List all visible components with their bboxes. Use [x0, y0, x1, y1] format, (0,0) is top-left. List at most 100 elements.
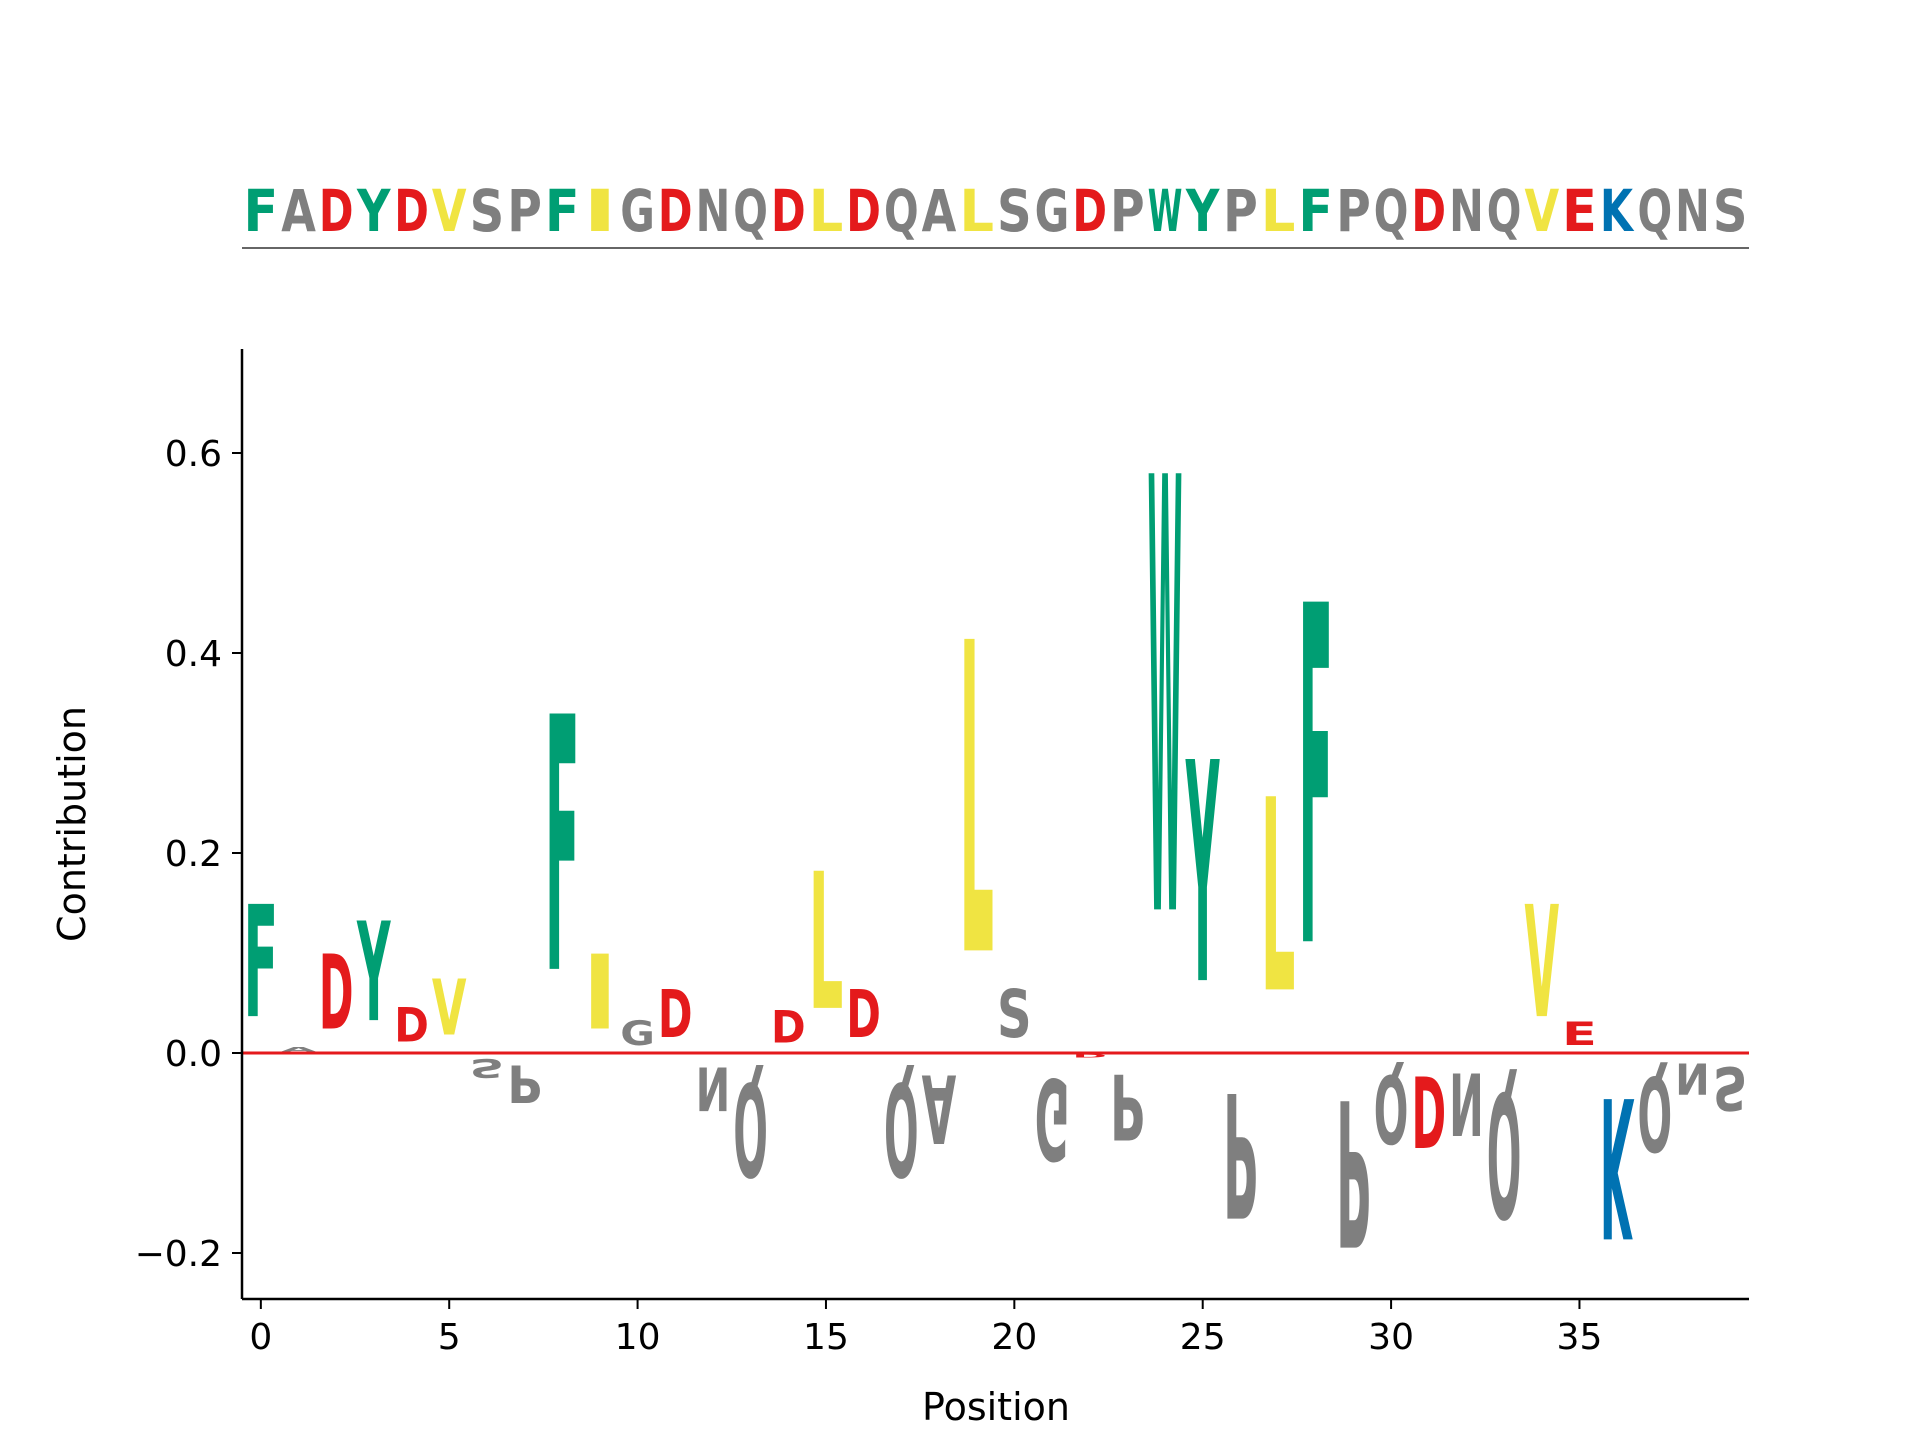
- logo-letter-negative: Q: [1637, 1053, 1672, 1171]
- sequence-letter: A: [922, 178, 957, 245]
- y-tick-label: 0.0: [165, 1034, 222, 1075]
- logo-letter-positive: F: [545, 646, 580, 1053]
- logo-letter-negative: Q: [1374, 1052, 1409, 1161]
- sequence-letter: P: [507, 178, 542, 245]
- logo-letter-positive: D: [658, 976, 693, 1052]
- logo-letter-negative: P: [1223, 1053, 1258, 1252]
- logo-letter-positive: V: [1524, 874, 1559, 1053]
- logo-letter-negative: N: [696, 1052, 731, 1122]
- logo-letter-positive: D: [394, 999, 429, 1053]
- x-tick-label: 15: [803, 1317, 849, 1358]
- logo-letter-negative: Q: [733, 1053, 768, 1201]
- logo-letter-negative: Q: [1487, 1053, 1522, 1251]
- sequence-letter: L: [1261, 178, 1296, 245]
- sequence-letter: D: [846, 177, 881, 245]
- sequence-letter: L: [809, 178, 844, 245]
- logo-letter-negative: K: [1600, 1054, 1635, 1278]
- logo-letter-positive: S: [997, 976, 1032, 1054]
- sequence-letter: Q: [884, 177, 919, 245]
- logo-letter-negative: P: [1336, 1053, 1371, 1286]
- logo-letter-negative: S: [1713, 1053, 1748, 1122]
- sequence-letter: N: [1675, 177, 1710, 245]
- logo-letter-negative: P: [1110, 1053, 1145, 1158]
- sequence-letter: V: [432, 178, 467, 245]
- logo-letter-positive: L: [809, 834, 844, 1053]
- x-tick-label: 20: [991, 1317, 1037, 1358]
- sequence-letter: K: [1600, 179, 1635, 246]
- logo-letter-positive: L: [959, 553, 994, 1051]
- sequence-letter: S: [1713, 177, 1748, 246]
- logo-letter-positive: D: [319, 934, 354, 1053]
- x-tick-label: 35: [1557, 1317, 1603, 1358]
- sequence-letter: E: [1562, 177, 1597, 245]
- sequence-letter: V: [1524, 178, 1559, 245]
- sequence-letter: Y: [356, 178, 391, 246]
- logo-letter-positive: F: [1298, 510, 1333, 1053]
- sequence-letter: N: [696, 177, 731, 245]
- logo-letter-negative: Q: [884, 1053, 919, 1201]
- sequence-letter: D: [1411, 177, 1446, 245]
- logo-letter-negative: N: [1675, 1053, 1710, 1103]
- x-ticks: 0 5 10 15 20 25 30 35: [249, 1299, 1602, 1358]
- logo-letter-positive: G: [620, 1014, 655, 1054]
- sequence-letter: D: [319, 177, 354, 245]
- sequence-letter: S: [997, 177, 1032, 246]
- y-tick-label: 0.4: [165, 634, 222, 675]
- sequence-letter: F: [1298, 177, 1333, 245]
- logo-letter-negative: A: [922, 1053, 957, 1162]
- logo-letter-positive: Y: [1185, 701, 1220, 1053]
- sequence-letter: G: [620, 177, 655, 245]
- sequence-letter: D: [771, 177, 806, 245]
- logo-letter-positive: A: [281, 1046, 316, 1053]
- sequence-letter: I: [583, 178, 618, 245]
- logo-letter-positive: D: [771, 1002, 806, 1054]
- sequence-letter: W: [1148, 179, 1183, 246]
- contribution-logo: F A D Y D VS PF I G DN QD L DQ AL SG D PW YPL FP Q D N QV EK Q N S: [244, 354, 1748, 1285]
- sequence-letter: Q: [1374, 177, 1409, 245]
- logo-letter-positive: V: [432, 964, 467, 1053]
- logo-letter-negative: G: [1035, 1053, 1070, 1183]
- sequence-letter: D: [658, 177, 693, 245]
- sequence-letter: F: [244, 177, 279, 245]
- sequence-letter: F: [545, 177, 580, 245]
- x-tick-label: 10: [615, 1317, 661, 1358]
- sequence-letter: P: [1110, 178, 1145, 245]
- sequence-letter: L: [959, 178, 994, 245]
- y-tick-label: 0.6: [165, 434, 222, 475]
- sequence-letter: D: [1072, 177, 1107, 245]
- sequence-letter: Q: [733, 177, 768, 245]
- x-tick-label: 30: [1368, 1317, 1414, 1358]
- logo-letter-negative: N: [1449, 1053, 1484, 1152]
- sequence-letter: P: [1336, 178, 1371, 245]
- sequence-letter: Q: [1637, 177, 1672, 245]
- logo-letter-positive: L: [1261, 744, 1296, 1053]
- y-tick-label: −0.2: [135, 1234, 222, 1275]
- logo-letter-positive: Y: [357, 894, 391, 1053]
- x-tick-label: 0: [249, 1317, 272, 1358]
- x-axis-title: Position: [922, 1385, 1070, 1429]
- y-axis-title: Contribution: [50, 706, 94, 942]
- sequence-letter: P: [1223, 178, 1258, 245]
- x-tick-label: 5: [438, 1317, 461, 1358]
- sequence-letter: A: [281, 178, 316, 245]
- logo-letter-positive: W: [1148, 354, 1183, 1050]
- logo-letter-negative: P: [507, 1053, 542, 1113]
- sequence-letter: Q: [1487, 177, 1522, 245]
- y-ticks: −0.2 0.0 0.2 0.4 0.6: [135, 434, 242, 1275]
- logo-letter-negative: S: [470, 1053, 505, 1083]
- sequence-letter: S: [470, 177, 505, 246]
- y-tick-label: 0.2: [165, 834, 222, 875]
- sequence-letter: N: [1449, 177, 1484, 245]
- sequence-letter: D: [394, 177, 429, 245]
- sequence-letter: Y: [1185, 178, 1220, 246]
- logo-letter-positive: I: [583, 934, 618, 1053]
- logo-letter-positive: E: [1562, 1015, 1597, 1053]
- x-tick-label: 25: [1180, 1317, 1226, 1358]
- logo-letter-positive: D: [846, 976, 881, 1052]
- logo-letter-positive: F: [244, 875, 279, 1054]
- logo-letter-negative: D: [1072, 1053, 1107, 1058]
- logo-letter-negative: D: [1411, 1053, 1446, 1168]
- sequence-letter: G: [1035, 177, 1070, 245]
